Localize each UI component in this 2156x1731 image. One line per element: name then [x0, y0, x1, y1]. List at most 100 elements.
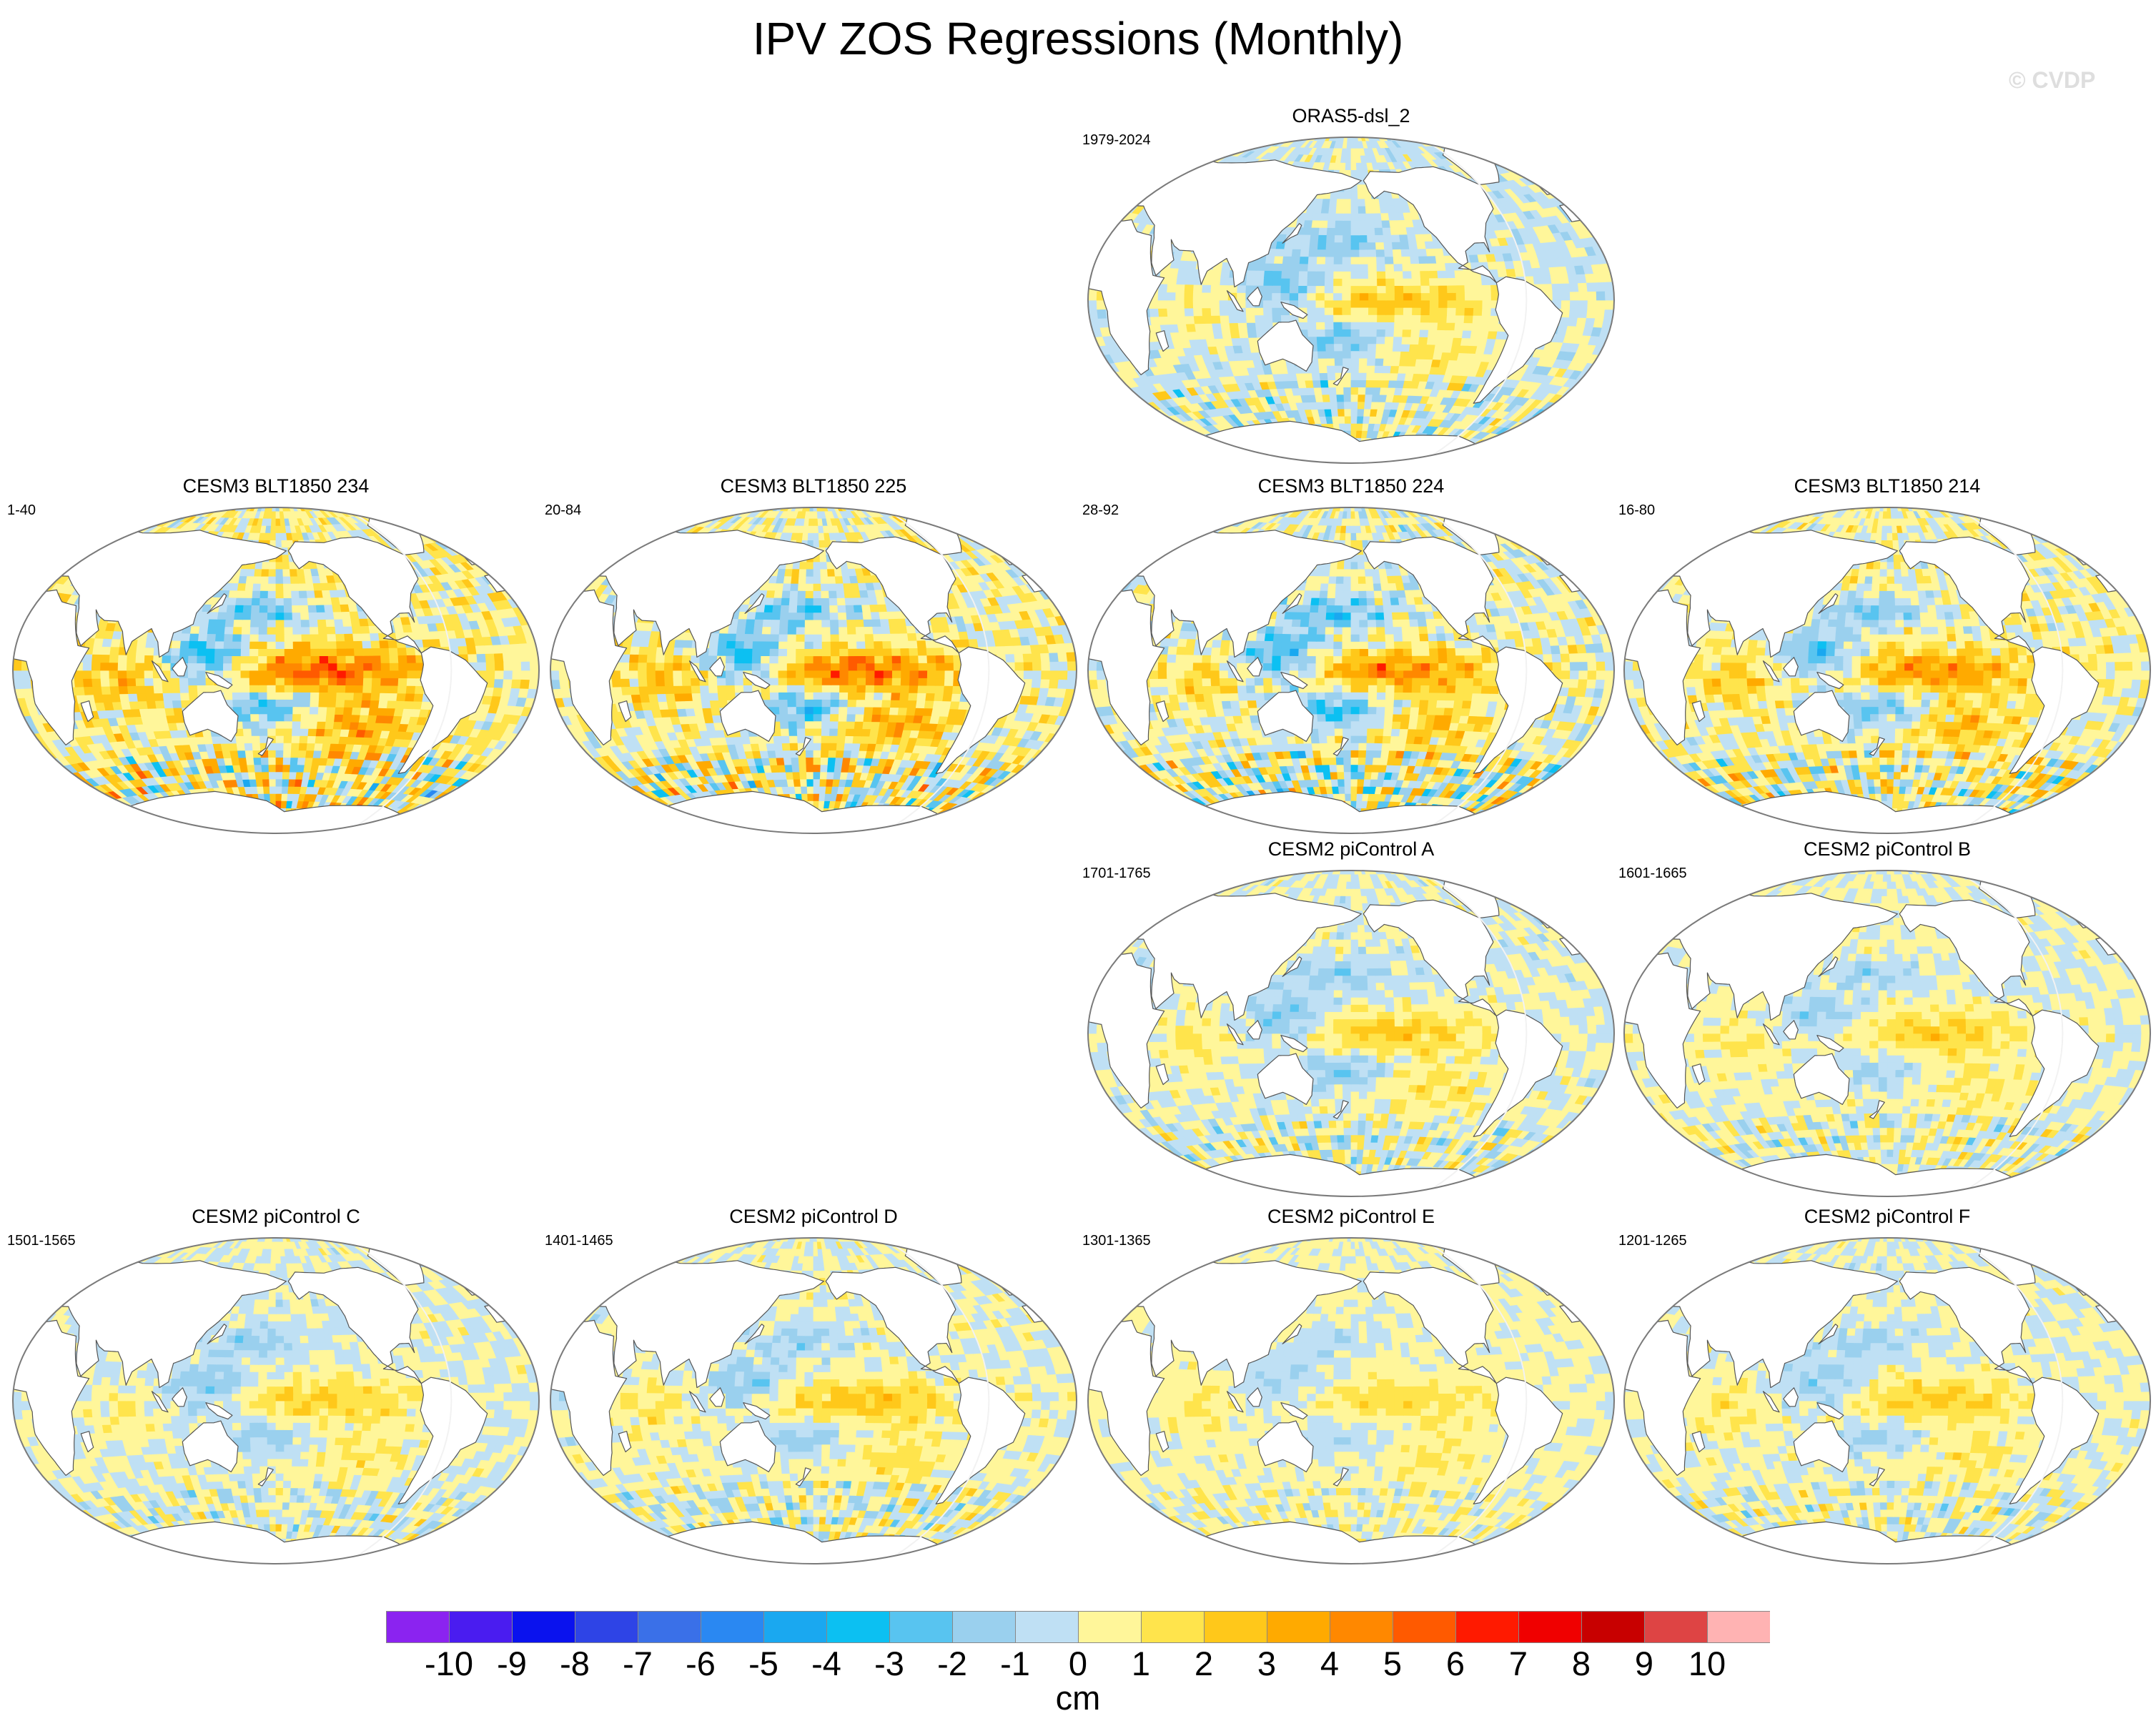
land-mass: [593, 527, 824, 658]
land-mass: [257, 1467, 274, 1487]
land-mass: [1280, 1402, 1308, 1420]
land-mass: [1226, 1023, 1244, 1046]
colorbar-tick-label: 6: [1423, 1644, 1488, 1684]
land-mass: [1332, 367, 1349, 386]
colorbar-box: [1330, 1611, 1393, 1643]
colorbar-tick-label: 1: [1109, 1644, 1173, 1684]
land-mass: [1088, 952, 1165, 1108]
land-mass: [1363, 536, 1497, 654]
colorbar-tick-label: -6: [668, 1644, 733, 1684]
land-mass: [1899, 1266, 2033, 1384]
colorbar-tick-label: 8: [1549, 1644, 1613, 1684]
colorbar-box: [952, 1611, 1016, 1643]
land-mass: [825, 1266, 959, 1384]
land-mass: [795, 1467, 811, 1487]
land-mass: [1247, 1387, 1262, 1407]
map-cesm2-b: [1623, 870, 2151, 1197]
colorbar: [386, 1611, 1770, 1643]
colorbar-tick-label: 0: [1046, 1644, 1110, 1684]
colorbar-tick-label: 2: [1172, 1644, 1236, 1684]
land-mass: [1155, 1431, 1170, 1453]
land-mass: [688, 660, 706, 683]
land-mass: [550, 589, 628, 745]
ocean-field: [1088, 871, 1614, 1196]
panel-title: CESM2 piControl A: [1082, 838, 1620, 860]
land-mass: [1257, 319, 1314, 372]
land-mass: [2009, 1377, 2100, 1504]
colorbar-box: [701, 1611, 764, 1643]
land-mass: [719, 690, 776, 742]
land-mass: [1691, 1063, 1706, 1086]
panel-title: CESM3 BLT1850 225: [545, 475, 1082, 497]
colorbar-box: [1204, 1611, 1267, 1643]
map-panel-cesm3-224: CESM3 BLT1850 224 28-92: [1082, 475, 1620, 839]
map-outline: [12, 507, 540, 834]
land-mass: [795, 737, 811, 756]
land-mass: [1473, 1377, 1563, 1504]
land-mass: [1869, 737, 1885, 756]
panel-title: CESM2 piControl E: [1082, 1205, 1620, 1228]
colorbar-tick-label: -5: [731, 1644, 796, 1684]
land-mass: [1193, 1154, 1509, 1196]
map-cesm2-e: [1087, 1237, 1615, 1564]
panel-years: 16-80: [1618, 502, 1655, 519]
land-mass: [172, 1387, 187, 1407]
panel-years: 1401-1465: [545, 1232, 613, 1249]
land-mass: [1282, 223, 1302, 244]
map-outline: [1087, 137, 1615, 464]
map-oras5: [1087, 137, 1615, 464]
map-outline: [1087, 507, 1615, 834]
map-outline: [1623, 1237, 2151, 1564]
map-outline: [1623, 507, 2151, 834]
land-mass: [1729, 1521, 2045, 1564]
colorbar-tick-label: -3: [857, 1644, 921, 1684]
land-mass: [1088, 589, 1165, 745]
panel-years: 1501-1565: [7, 1232, 76, 1249]
panel-title: ORAS5-dsl_2: [1082, 104, 1620, 127]
land-mass: [172, 657, 187, 677]
map-outline: [550, 1237, 1077, 1564]
map-outline: [1623, 870, 2151, 1197]
land-mass: [118, 790, 434, 833]
land-mass: [1363, 899, 1497, 1017]
map-panel-cesm3-234: CESM3 BLT1850 234 1-40: [7, 475, 545, 839]
land-mass: [1280, 1035, 1308, 1053]
map-panel-cesm2-a: CESM2 piControl A 1701-1765: [1082, 838, 1620, 1202]
land-mass: [1226, 1391, 1244, 1413]
panel-years: 1601-1665: [1618, 865, 1687, 882]
colorbar-box: [826, 1611, 890, 1643]
land-mass: [1473, 1009, 1563, 1137]
land-mass: [825, 536, 959, 654]
ocean-field: [13, 507, 539, 833]
land-mass: [397, 1377, 488, 1504]
land-mass: [257, 737, 274, 756]
land-mass: [656, 790, 971, 833]
map-panel-cesm3-214: CESM3 BLT1850 214 16-80: [1618, 475, 2156, 839]
land-mass: [1130, 527, 1362, 658]
land-mass: [593, 1257, 824, 1389]
ocean-field: [1088, 507, 1614, 833]
map-panel-cesm2-b: CESM2 piControl B 1601-1665: [1618, 838, 2156, 1202]
panel-title: CESM3 BLT1850 224: [1082, 475, 1620, 497]
ocean-field: [550, 507, 1077, 833]
land-mass: [1869, 1100, 1885, 1119]
land-mass: [1130, 1257, 1362, 1389]
land-mass: [205, 672, 233, 690]
land-mass: [1247, 1020, 1262, 1040]
map-cesm3-234: [12, 507, 540, 834]
ocean-field: [550, 1238, 1077, 1564]
land-mass: [182, 690, 239, 742]
land-mass: [1282, 593, 1302, 614]
land-mass: [1691, 700, 1706, 723]
land-mass: [1762, 1023, 1780, 1046]
land-mass: [1793, 690, 1850, 742]
ocean-field: [1624, 507, 2150, 833]
colorbar-tick-label: 7: [1486, 1644, 1551, 1684]
map-panel-cesm2-c: CESM2 piControl C 1501-1565: [7, 1205, 545, 1569]
colorbar-box: [1707, 1611, 1770, 1643]
land-mass: [55, 527, 287, 658]
land-mass: [1691, 1431, 1706, 1453]
land-mass: [1226, 290, 1244, 312]
land-mass: [743, 672, 771, 690]
land-mass: [1247, 287, 1262, 307]
